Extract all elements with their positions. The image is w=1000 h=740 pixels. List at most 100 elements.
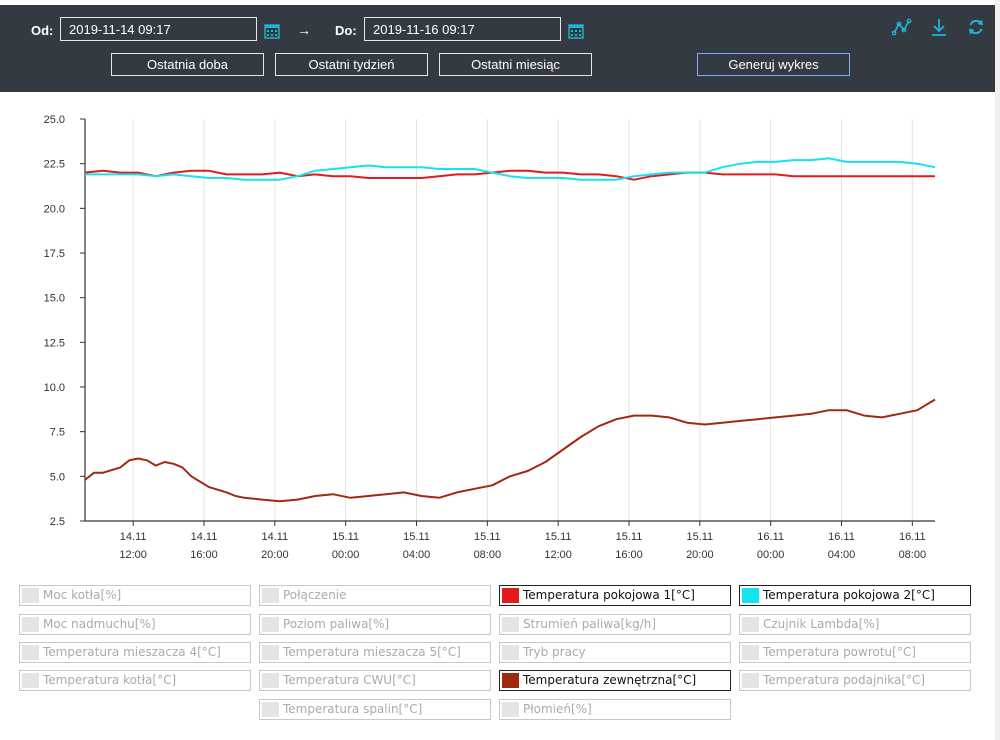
y-tick-label: 5.0 (50, 471, 65, 483)
legend-swatch (742, 645, 759, 660)
legend-label: Temperatura mieszacza 4[°C] (43, 645, 221, 659)
legend-item[interactable]: Temperatura mieszacza 5[°C] (259, 642, 491, 663)
legend-label: Moc nadmuchu[%] (43, 617, 156, 631)
x-tick-time: 12:00 (119, 549, 147, 561)
y-tick-label: 2.5 (50, 516, 65, 528)
legend-item[interactable]: Czujnik Lambda[%] (739, 614, 971, 635)
calendar-icon[interactable] (264, 23, 280, 39)
legend-swatch (742, 617, 759, 632)
chart-grid (132, 119, 913, 521)
legend-item[interactable]: Temperatura CWU[°C] (259, 670, 491, 691)
legend-label: Tryb pracy (523, 645, 586, 659)
to-date-input[interactable]: 2019-11-16 09:17 (364, 17, 561, 41)
x-tick-date: 14.11 (191, 531, 218, 543)
x-tick-time: 08:00 (474, 549, 502, 561)
series-line-3 (84, 398, 936, 503)
legend-label: Płomień[%] (523, 702, 592, 716)
y-tick-label: 17.5 (44, 248, 65, 260)
legend-label: Temperatura spalin[°C] (283, 702, 423, 716)
series-line-2 (85, 157, 936, 181)
legend-item[interactable]: Moc nadmuchu[%] (19, 614, 251, 635)
legend-swatch (742, 588, 759, 603)
legend-swatch (502, 588, 519, 603)
legend-swatch (262, 617, 279, 632)
legend-item[interactable]: Poziom paliwa[%] (259, 614, 491, 635)
x-tick-date: 15.11 (332, 531, 359, 543)
x-tick-time: 12:00 (544, 549, 572, 561)
legend-label: Temperatura powrotu[°C] (763, 645, 916, 659)
legend-item[interactable]: Temperatura spalin[°C] (259, 699, 491, 720)
legend-item[interactable]: Temperatura pokojowa 1[°C] (499, 585, 731, 606)
legend-item[interactable]: Temperatura powrotu[°C] (739, 642, 971, 663)
x-tick-date: 16.11 (828, 531, 855, 543)
legend-swatch (262, 588, 279, 603)
x-tick-date: 15.11 (686, 531, 713, 543)
chart-line-icon[interactable] (892, 17, 912, 37)
refresh-icon[interactable] (966, 17, 986, 37)
legend-item[interactable]: Temperatura podajnika[°C] (739, 670, 971, 691)
download-icon[interactable] (929, 17, 949, 37)
x-tick-time: 16:00 (190, 549, 218, 561)
x-tick-time: 08:00 (899, 549, 927, 561)
y-tick-label: 25.0 (44, 114, 65, 126)
temperature-chart: 2.5 5.0 7.5 10.0 12.5 15.0 17.5 20.0 22.5 25.0 14… (44, 114, 936, 561)
legend-item[interactable]: Moc kotła[%] (19, 585, 251, 606)
last-week-button[interactable]: Ostatni tydzień (275, 53, 428, 76)
calendar-icon[interactable] (568, 23, 584, 39)
legend-swatch (22, 588, 39, 603)
x-axis: 14.11 12:00 14.11 16:00 14.11 20:00 15.11 00:00… (85, 520, 935, 561)
legend-item[interactable]: Strumień paliwa[kg/h] (499, 614, 731, 635)
legend-item[interactable]: Temperatura zewnętrzna[°C] (499, 670, 731, 691)
chart-series (84, 157, 936, 503)
legend-swatch (742, 673, 759, 688)
x-tick-date: 15.11 (545, 531, 572, 543)
legend-swatch (262, 702, 279, 717)
x-tick-time: 00:00 (332, 549, 360, 561)
last-month-button[interactable]: Ostatni miesiąc (439, 53, 592, 76)
last-day-button[interactable]: Ostatnia doba (111, 53, 264, 76)
x-tick-date: 14.11 (120, 531, 147, 543)
legend-item[interactable]: Temperatura mieszacza 4[°C] (19, 642, 251, 663)
series-line-1 (84, 169, 935, 181)
legend-label: Temperatura CWU[°C] (283, 673, 416, 687)
x-tick-date: 15.11 (474, 531, 501, 543)
legend-item[interactable]: Tryb pracy (499, 642, 731, 663)
from-date-input[interactable]: 2019-11-14 09:17 (60, 17, 257, 41)
generate-chart-button[interactable]: Generuj wykres (697, 53, 850, 76)
legend-item[interactable]: Temperatura pokojowa 2[°C] (739, 585, 971, 606)
legend-label: Strumień paliwa[kg/h] (523, 617, 657, 631)
legend-label: Połączenie (283, 588, 347, 602)
legend-swatch (502, 673, 519, 688)
scrollbar[interactable] (995, 0, 1000, 740)
legend-swatch (502, 617, 519, 632)
y-tick-label: 20.0 (44, 203, 65, 215)
legend-label: Czujnik Lambda[%] (763, 617, 880, 631)
legend-label: Temperatura kotła[°C] (43, 673, 177, 687)
range-arrow: → (297, 22, 311, 38)
legend-item[interactable]: Połączenie (259, 585, 491, 606)
x-tick-time: 20:00 (686, 549, 714, 561)
x-tick-time: 16:00 (615, 549, 643, 561)
legend-swatch (262, 645, 279, 660)
from-label: Od: (31, 23, 54, 38)
x-tick-date: 16.11 (757, 531, 784, 543)
y-tick-label: 7.5 (50, 427, 65, 439)
y-tick-label: 22.5 (44, 159, 65, 171)
legend-label: Temperatura podajnika[°C] (763, 673, 926, 687)
toolbar: Od: 2019-11-14 09:17 → Do: 2019-11-16 09… (0, 5, 995, 92)
legend-swatch (22, 673, 39, 688)
legend-label: Temperatura pokojowa 2[°C] (763, 588, 935, 602)
to-label: Do: (335, 23, 357, 38)
x-tick-date: 15.11 (403, 531, 430, 543)
x-tick-date: 14.11 (261, 531, 288, 543)
legend-item[interactable]: Płomień[%] (499, 699, 731, 720)
legend-item[interactable]: Temperatura kotła[°C] (19, 670, 251, 691)
y-axis: 2.5 5.0 7.5 10.0 12.5 15.0 17.5 20.0 22.5 25.0 (44, 114, 86, 528)
legend-swatch (22, 617, 39, 632)
x-tick-time: 00:00 (757, 549, 785, 561)
legend-label: Temperatura zewnętrzna[°C] (523, 673, 697, 687)
y-tick-label: 15.0 (44, 293, 65, 305)
y-tick-label: 10.0 (44, 382, 65, 394)
legend-label: Temperatura mieszacza 5[°C] (283, 645, 461, 659)
legend-label: Poziom paliwa[%] (283, 617, 390, 631)
